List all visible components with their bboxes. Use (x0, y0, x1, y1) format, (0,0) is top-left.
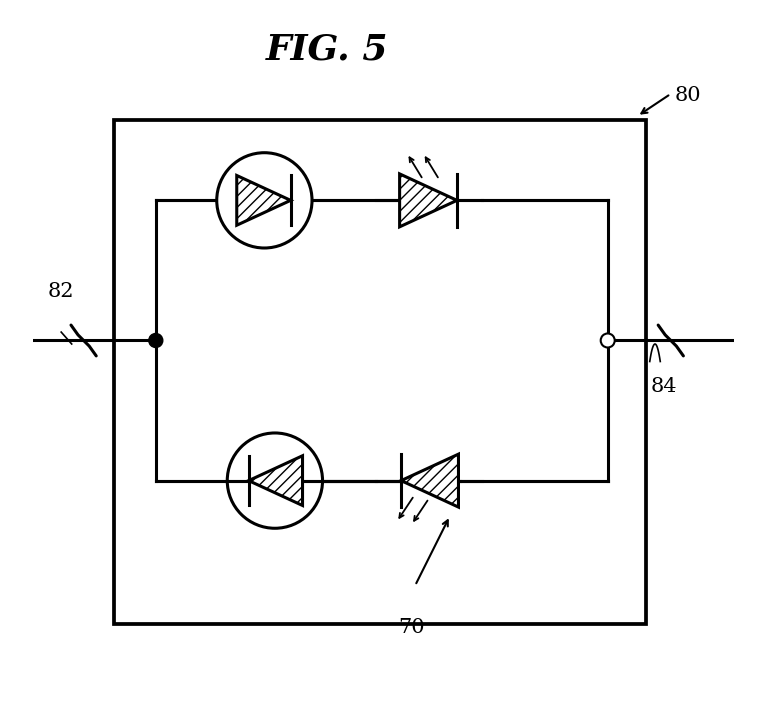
Bar (114, 120, 647, 624)
Text: 84: 84 (650, 376, 677, 396)
Text: 82: 82 (48, 282, 74, 301)
Text: 80: 80 (675, 86, 702, 105)
Polygon shape (249, 456, 302, 506)
Text: 70: 70 (398, 618, 425, 637)
Polygon shape (401, 454, 459, 507)
Polygon shape (237, 176, 291, 225)
Polygon shape (400, 174, 457, 227)
Circle shape (217, 152, 312, 248)
Circle shape (601, 333, 614, 347)
Circle shape (227, 433, 323, 528)
Circle shape (149, 333, 163, 347)
Text: FIG. 5: FIG. 5 (266, 33, 389, 67)
